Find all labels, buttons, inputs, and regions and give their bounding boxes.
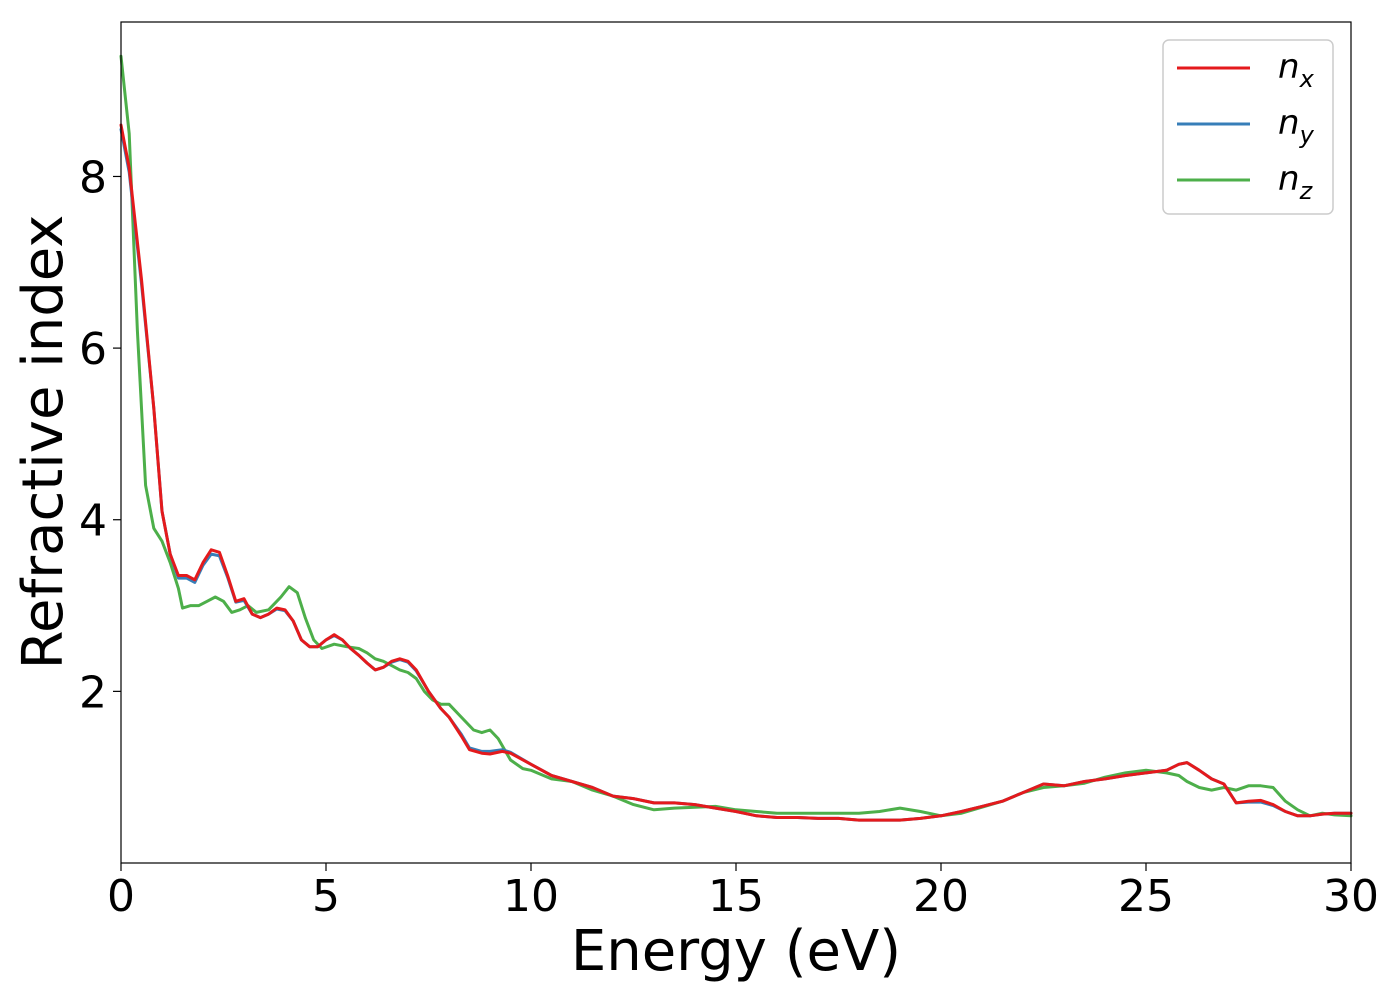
x-axis-title: Energy (eV) [571, 919, 901, 984]
x-tick-label: 20 [913, 871, 969, 922]
legend: nx ny nz [1162, 39, 1334, 215]
x-tick-label: 10 [503, 871, 559, 922]
y-axis-title: Refractive index [11, 215, 76, 670]
legend-label-x: nx [1278, 47, 1315, 93]
y-tick-label: 2 [79, 667, 107, 718]
legend-label-z: nz [1278, 159, 1314, 205]
x-tick-label: 25 [1118, 871, 1174, 922]
x-tick-label: 30 [1323, 871, 1379, 922]
y-tick-label: 6 [79, 324, 107, 375]
y-tick-label: 4 [79, 496, 107, 547]
series-line-y [119, 127, 1353, 822]
x-tick-label: 5 [312, 871, 340, 922]
x-tick-label: 15 [708, 871, 764, 922]
y-axis-ticks: 2 4 6 8 [79, 152, 121, 718]
plot-lines [119, 54, 1353, 822]
y-tick-label: 8 [79, 152, 107, 203]
x-axis-ticks: 0 5 10 15 20 25 30 [107, 863, 1379, 922]
legend-frame [1162, 39, 1334, 215]
series-line-x [119, 123, 1353, 822]
legend-label-y: ny [1278, 103, 1315, 149]
x-tick-label: 0 [107, 871, 135, 922]
